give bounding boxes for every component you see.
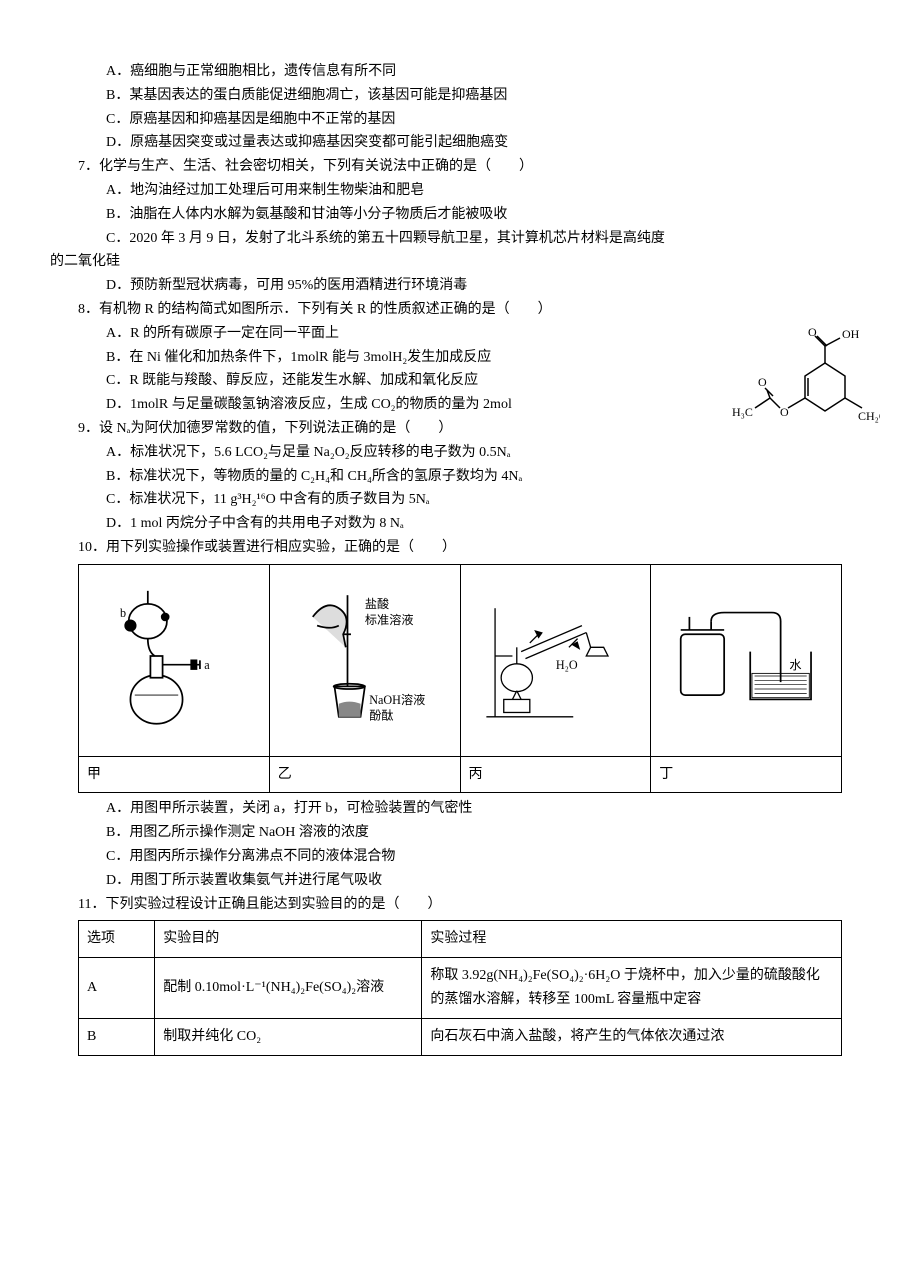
q6-opt-a: A．癌细胞与正常细胞相比，遗传信息有所不同: [50, 60, 870, 84]
q11-a-process: 称取 3.92g(NH₄)₂Fe(SO₄)₂·6H₂O 于烧杯中，加入少量的硫酸…: [422, 958, 842, 1019]
q11-a-opt: A: [79, 958, 155, 1019]
q6-opt-b: B．某基因表达的蛋白质能促进细胞凋亡，该基因可能是抑癌基因: [50, 84, 870, 108]
struct-h3c-label: H₃C: [732, 405, 753, 419]
q7-stem: 7．化学与生产、生活、社会密切相关，下列有关说法中正确的是（ ）: [50, 155, 870, 179]
q11-a-purpose: 配制 0.10mol·L⁻¹(NH₄)₂Fe(SO₄)₂溶液: [155, 958, 422, 1019]
apparatus-ding-diagram: 水: [659, 571, 833, 741]
q11-stem: 11．下列实验过程设计正确且能达到实验目的的是（ ）: [50, 893, 870, 917]
apparatus-bing-h2o-label: H₂O: [555, 658, 577, 672]
apparatus-yi-naoh-label: NaOH溶液: [369, 692, 425, 707]
apparatus-yi-std-label: 标准溶液: [365, 612, 414, 627]
q9-opt-a: A．标准状况下，5.6 LCO₂与足量 Na₂O₂反应转移的电子数为 0.5Nₐ: [50, 441, 870, 465]
apparatus-yi-diagram: 盐酸 标准溶液 NaOH溶液 酚酞: [278, 571, 452, 741]
q10-stem: 10．用下列实验操作或装置进行相应实验，正确的是（ ）: [50, 536, 870, 560]
q11-b-purpose: 制取并纯化 CO₂: [155, 1018, 422, 1055]
q10-opt-a: A．用图甲所示装置，关闭 a，打开 b，可检验装置的气密性: [50, 797, 870, 821]
q7-opt-b: B．油脂在人体内水解为氨基酸和甘油等小分子物质后才能被吸收: [50, 203, 870, 227]
q11-header-opt: 选项: [79, 921, 155, 958]
apparatus-jia-b-label: b: [120, 606, 126, 620]
apparatus-yi-hcl-label: 盐酸: [365, 596, 389, 611]
q8: 8．有机物 R 的结构简式如图所示．下列有关 R 的性质叙述正确的是（ ） A．…: [50, 298, 870, 417]
q7-opt-d: D．预防新型冠状病毒，可用 95%的医用酒精进行环境消毒: [50, 274, 870, 298]
apparatus-yi-phenol-label: 酚酞: [369, 707, 393, 722]
q9-opt-d: D．1 mol 丙烷分子中含有的共用电子对数为 8 Nₐ: [50, 512, 870, 536]
q9-opt-c: C．标准状况下，11 g³H₂¹⁶O 中含有的质子数目为 5Nₐ: [50, 488, 870, 512]
apparatus-jia-a-label: a: [204, 658, 210, 672]
apparatus-label-jia: 甲: [79, 756, 270, 793]
q11-table: 选项 实验目的 实验过程 A 配制 0.10mol·L⁻¹(NH₄)₂Fe(SO…: [78, 920, 842, 1055]
q7-opt-a: A．地沟油经过加工处理后可用来制生物柴油和肥皂: [50, 179, 870, 203]
q11-header-process: 实验过程: [422, 921, 842, 958]
apparatus-table: a b 盐酸 标准溶液: [78, 564, 842, 794]
apparatus-label-ding: 丁: [651, 756, 842, 793]
struct-ch2oh-label: CH₂OH: [858, 409, 880, 423]
struct-o-label-top: O: [808, 325, 817, 339]
struct-oh-label: OH: [842, 327, 860, 341]
apparatus-label-yi: 乙: [269, 756, 460, 793]
q10-opt-c: C．用图丙所示操作分离沸点不同的液体混合物: [50, 845, 870, 869]
q6-opt-c: C．原癌基因和抑癌基因是细胞中不正常的基因: [50, 108, 870, 132]
q11-b-opt: B: [79, 1018, 155, 1055]
q7-opt-c-l1: C．2020 年 3 月 9 日，发射了北斗系统的第五十四颗导航卫星，其计算机芯…: [50, 227, 870, 251]
q6-options: A．癌细胞与正常细胞相比，遗传信息有所不同 B．某基因表达的蛋白质能促进细胞凋亡…: [50, 60, 870, 155]
apparatus-ding-water-label: 水: [790, 658, 802, 672]
q11: 11．下列实验过程设计正确且能达到实验目的的是（ ） 选项 实验目的 实验过程 …: [50, 893, 870, 1056]
struct-o-label-mid: O: [780, 405, 789, 419]
q7-opt-c-l2: 的二氧化硅: [50, 250, 870, 274]
struct-o-label-dbl: O: [758, 375, 767, 389]
q6-opt-d: D．原癌基因突变或过量表达或抑癌基因突变都可能引起细胞癌变: [50, 131, 870, 155]
q10: 10．用下列实验操作或装置进行相应实验，正确的是（ ）: [50, 536, 870, 893]
q7: 7．化学与生产、生活、社会密切相关，下列有关说法中正确的是（ ） A．地沟油经过…: [50, 155, 870, 298]
apparatus-bing-diagram: H₂O: [469, 571, 643, 741]
apparatus-jia-diagram: a b: [87, 571, 261, 741]
chem-structure-diagram: OH O CH₂OH O O H₃C: [730, 318, 880, 438]
q11-b-process: 向石灰石中滴入盐酸，将产生的气体依次通过浓: [422, 1018, 842, 1055]
q10-opt-b: B．用图乙所示操作测定 NaOH 溶液的浓度: [50, 821, 870, 845]
q11-header-purpose: 实验目的: [155, 921, 422, 958]
apparatus-label-bing: 丙: [460, 756, 651, 793]
q10-opt-d: D．用图丁所示装置收集氨气并进行尾气吸收: [50, 869, 870, 893]
q9-opt-b: B．标准状况下，等物质的量的 C₂H₄和 CH₄所含的氢原子数均为 4Nₐ: [50, 465, 870, 489]
